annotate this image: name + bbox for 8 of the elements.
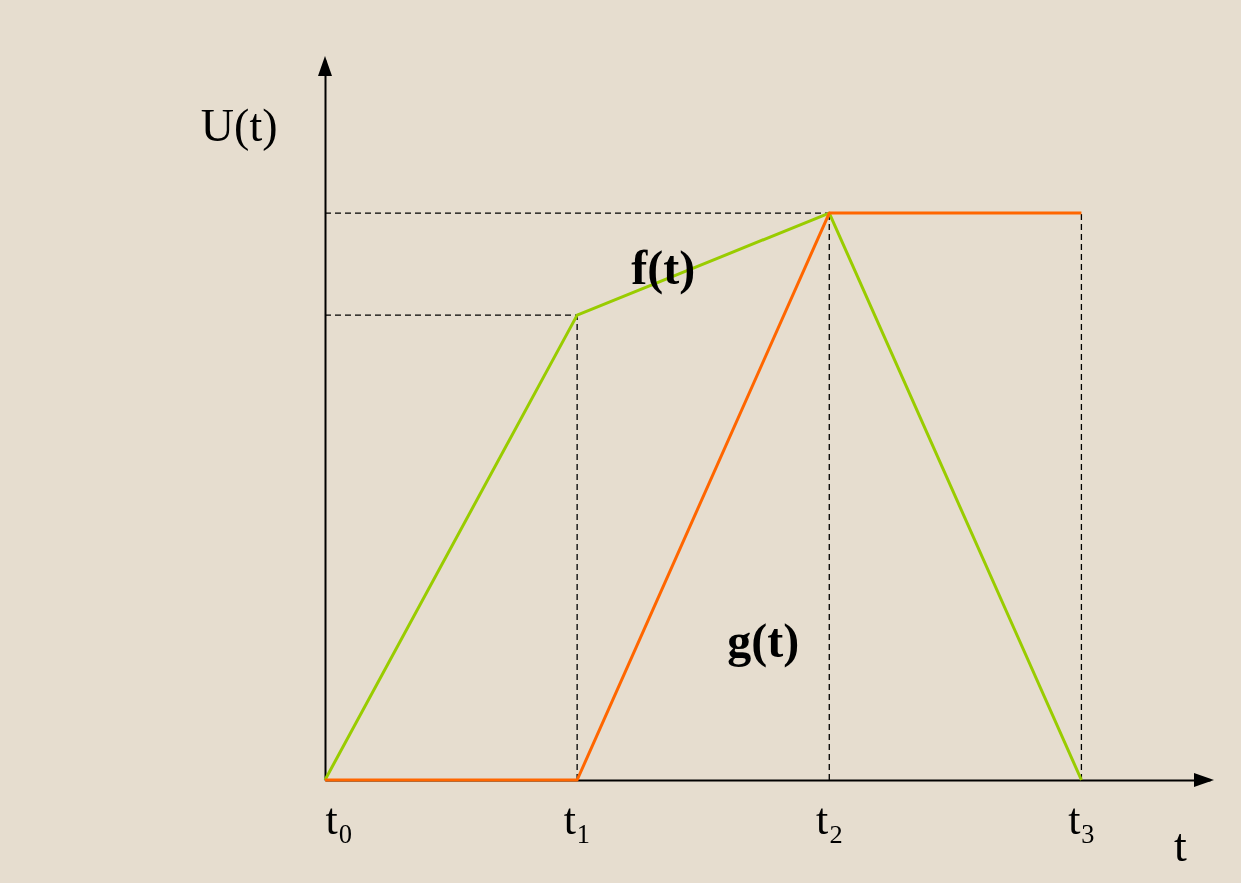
x-tick-label: t₁ — [563, 794, 592, 844]
x-tick-label: t₂ — [815, 794, 844, 844]
x-tick-label: t₃ — [1068, 794, 1096, 844]
x-tick-label: t₀ — [325, 794, 354, 844]
series-label: f(t) — [631, 241, 696, 296]
x-axis-title: t — [1174, 819, 1188, 871]
series-label: g(t) — [727, 613, 800, 668]
y-axis-title: U(t) — [200, 99, 278, 151]
